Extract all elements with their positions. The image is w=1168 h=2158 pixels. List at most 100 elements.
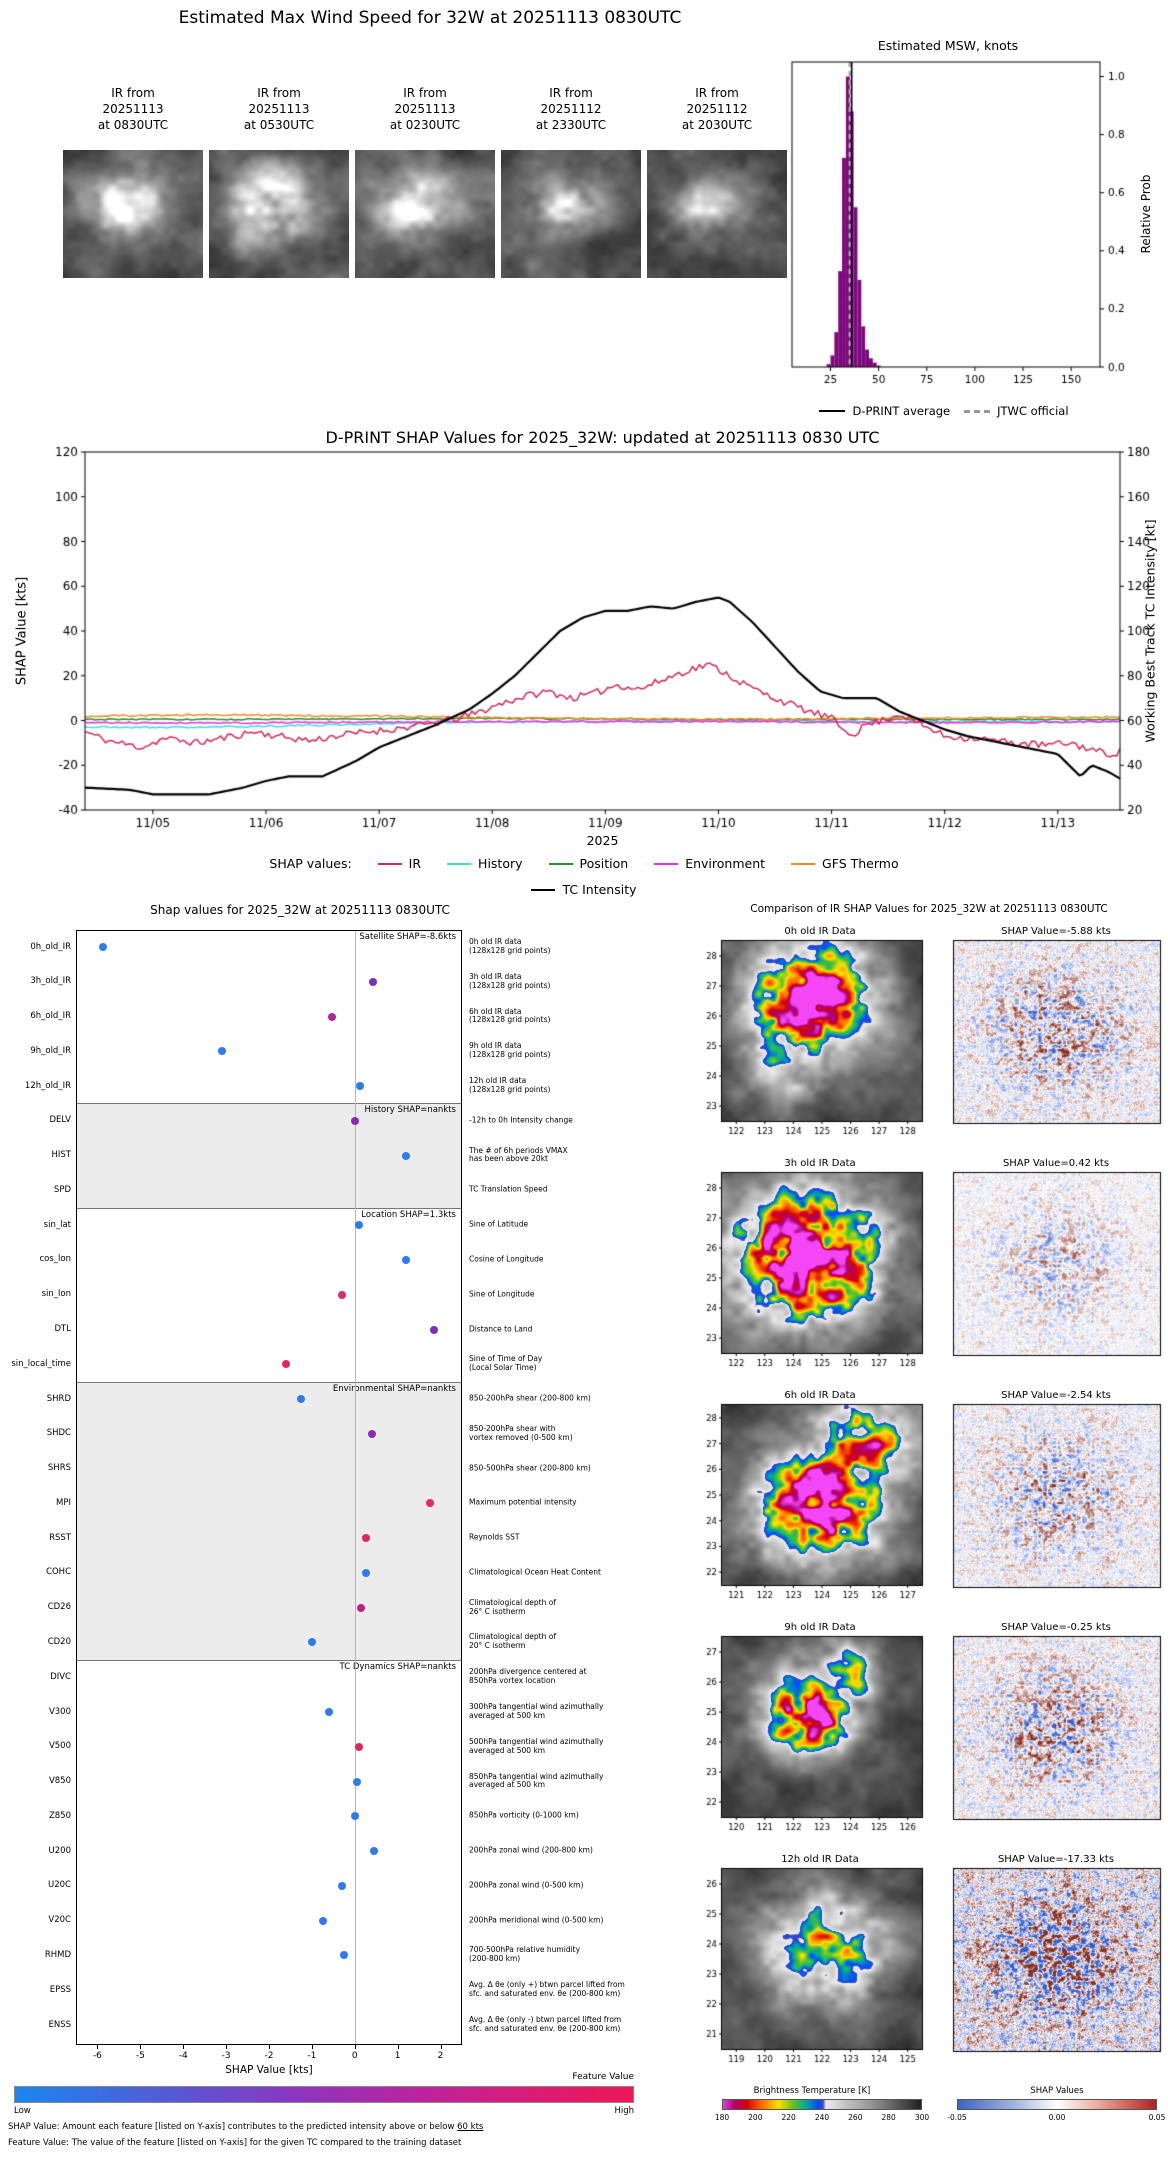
legend-item-dprint: D-PRINT average [819, 404, 950, 418]
ir-thumbnail-caption: IR from 20251113 at 0830UTC [63, 86, 203, 133]
timeseries-canvas [0, 446, 1168, 836]
legend-swatch [548, 862, 573, 865]
feature-label: V20C [48, 1915, 71, 1926]
shap-dot [355, 1082, 364, 1091]
feature-label: CD26 [47, 1602, 71, 1613]
ir-map-title-0: 0h old IR Data [784, 926, 856, 937]
shap-dot [318, 1916, 327, 1925]
ir-thumbnail-caption: IR from 20251113 at 0530UTC [209, 86, 349, 133]
x-tick-label: -5 [135, 2051, 145, 2061]
feature-label: RSST [49, 1532, 71, 1543]
legend-item-environment: Environment [654, 856, 765, 871]
x-tick-mark [140, 2045, 142, 2049]
shap-map-title-3: SHAP Value=-0.25 kts [1001, 1622, 1111, 1633]
legend-item-jtwc: JTWC official [964, 404, 1069, 418]
featurevalue-colorbar [14, 2086, 634, 2103]
footnote-shap-underlined: 60 kts [457, 2122, 484, 2132]
caption-line: 20251113 [248, 101, 310, 116]
ir-thumbnail-image-0 [63, 150, 203, 278]
footnote-feature-value: Feature Value: The value of the feature … [8, 2138, 462, 2148]
footnote-shap-text: SHAP Value: Amount each feature [listed … [8, 2122, 458, 2132]
feature-description: The # of 6h periods VMAX has been above … [469, 1145, 568, 1164]
feature-description: Cosine of Longitude [469, 1254, 544, 1264]
colorbar-low-label: Low [14, 2106, 31, 2116]
caption-line: IR from [549, 86, 593, 100]
feature-label: ENSS [48, 2019, 71, 2030]
feature-label: RHMD [44, 1949, 71, 1960]
x-tick-mark [269, 2045, 270, 2049]
feature-description: 850hPa tangential wind azimuthally avera… [469, 1771, 604, 1790]
feature-label: V850 [48, 1776, 71, 1787]
feature-label: SHDC [46, 1428, 71, 1439]
feature-label: DELV [49, 1115, 71, 1126]
feature-description: 200hPa zonal wind (200-800 km) [469, 1845, 593, 1855]
shap-dot [402, 1151, 411, 1160]
caption-line: IR from [257, 86, 301, 100]
feature-description: 200hPa meridional wind (0-500 km) [469, 1915, 604, 1925]
feature-label: CD20 [47, 1636, 71, 1647]
feature-label: DIVC [50, 1671, 71, 1682]
ir-thumbnail-caption: IR from 20251112 at 2030UTC [647, 86, 787, 133]
feature-description: 850-200hPa shear (200-800 km) [469, 1393, 591, 1403]
feature-label: SHRS [47, 1463, 71, 1474]
group-header: Location SHAP=1.3kts [361, 1209, 456, 1220]
legend-series-name: IR [408, 856, 422, 871]
legend-swatch [447, 862, 472, 865]
shap-map-canvas-3 [952, 1635, 1162, 1821]
x-tick-mark [183, 2045, 185, 2049]
shap-dot [297, 1395, 306, 1404]
legend-swatch [791, 862, 816, 865]
ir-thumbnail-caption: IR from 20251112 at 2330UTC [501, 86, 641, 133]
feature-description: 850hPa vorticity (0-1000 km) [469, 1810, 579, 1820]
dotplot-xlabel: SHAP Value [kts] [225, 2064, 313, 2076]
bt-tick-label: 200 [748, 2113, 763, 2122]
legend-dprint-average: D-PRINT average [852, 404, 951, 418]
caption-line: at 0830UTC [97, 117, 169, 132]
caption-line: 20251113 [102, 101, 164, 116]
group-separator [76, 1659, 462, 1661]
shap-map-canvas-1 [952, 1171, 1162, 1357]
ir-thumbnail-image-1 [209, 150, 349, 278]
shap-dot [355, 1221, 364, 1230]
dotplot-frame [76, 930, 462, 2045]
page-title: Estimated Max Wind Speed for 32W at 2025… [178, 8, 682, 28]
caption-line: at 2030UTC [681, 117, 753, 132]
shap-dot [361, 1568, 370, 1577]
shap-tick-label: -0.05 [947, 2113, 967, 2122]
feature-description: 850-200hPa shear with vortex removed (0-… [469, 1423, 573, 1442]
legend-swatch [531, 888, 556, 891]
x-tick-label: -3 [221, 2051, 231, 2061]
feature-label: 0h_old_IR [30, 941, 71, 952]
caption-line: IR from [695, 86, 739, 100]
ir-thumbnail-caption: IR from 20251113 at 0230UTC [355, 86, 495, 133]
x-tick-mark [226, 2045, 228, 2049]
shap-tick-label: 0.05 [1148, 2113, 1166, 2122]
shap-map-canvas-0 [952, 939, 1162, 1125]
caption-line: at 0230UTC [389, 117, 461, 132]
x-tick-label: 0 [351, 2051, 358, 2061]
feature-description: Climatological depth of 26° C isotherm [469, 1597, 556, 1616]
bt-tick-label: 280 [881, 2113, 896, 2122]
feature-description: 6h old IR data (128x128 grid points) [469, 1006, 551, 1025]
caption-line: 20251112 [686, 101, 748, 116]
x-tick-label: 2 [437, 2051, 444, 2061]
x-tick-mark [311, 2045, 313, 2049]
feature-label: 3h_old_IR [30, 976, 71, 987]
feature-label: 9h_old_IR [30, 1045, 71, 1056]
feature-description: -12h to 0h Intensity change [469, 1115, 573, 1125]
legend-swatch [654, 862, 679, 865]
timeseries-legend-label: SHAP values: [269, 856, 352, 871]
x-tick-mark [397, 2045, 399, 2049]
bt-colorbar-label: Brightness Temperature [K] [753, 2086, 871, 2096]
group-header: TC Dynamics SHAP=nankts [339, 1661, 456, 1672]
group-header: Environmental SHAP=nankts [332, 1383, 456, 1394]
feature-label: 6h_old_IR [30, 1011, 71, 1022]
shap-dot [337, 1881, 346, 1890]
x-tick-label: -1 [307, 2051, 317, 2061]
timeseries-title: D-PRINT SHAP Values for 2025_32W: update… [325, 428, 880, 447]
x-tick-mark [354, 2045, 356, 2049]
x-tick-label: -6 [92, 2051, 102, 2061]
ir-map-canvas-1 [692, 1171, 932, 1383]
